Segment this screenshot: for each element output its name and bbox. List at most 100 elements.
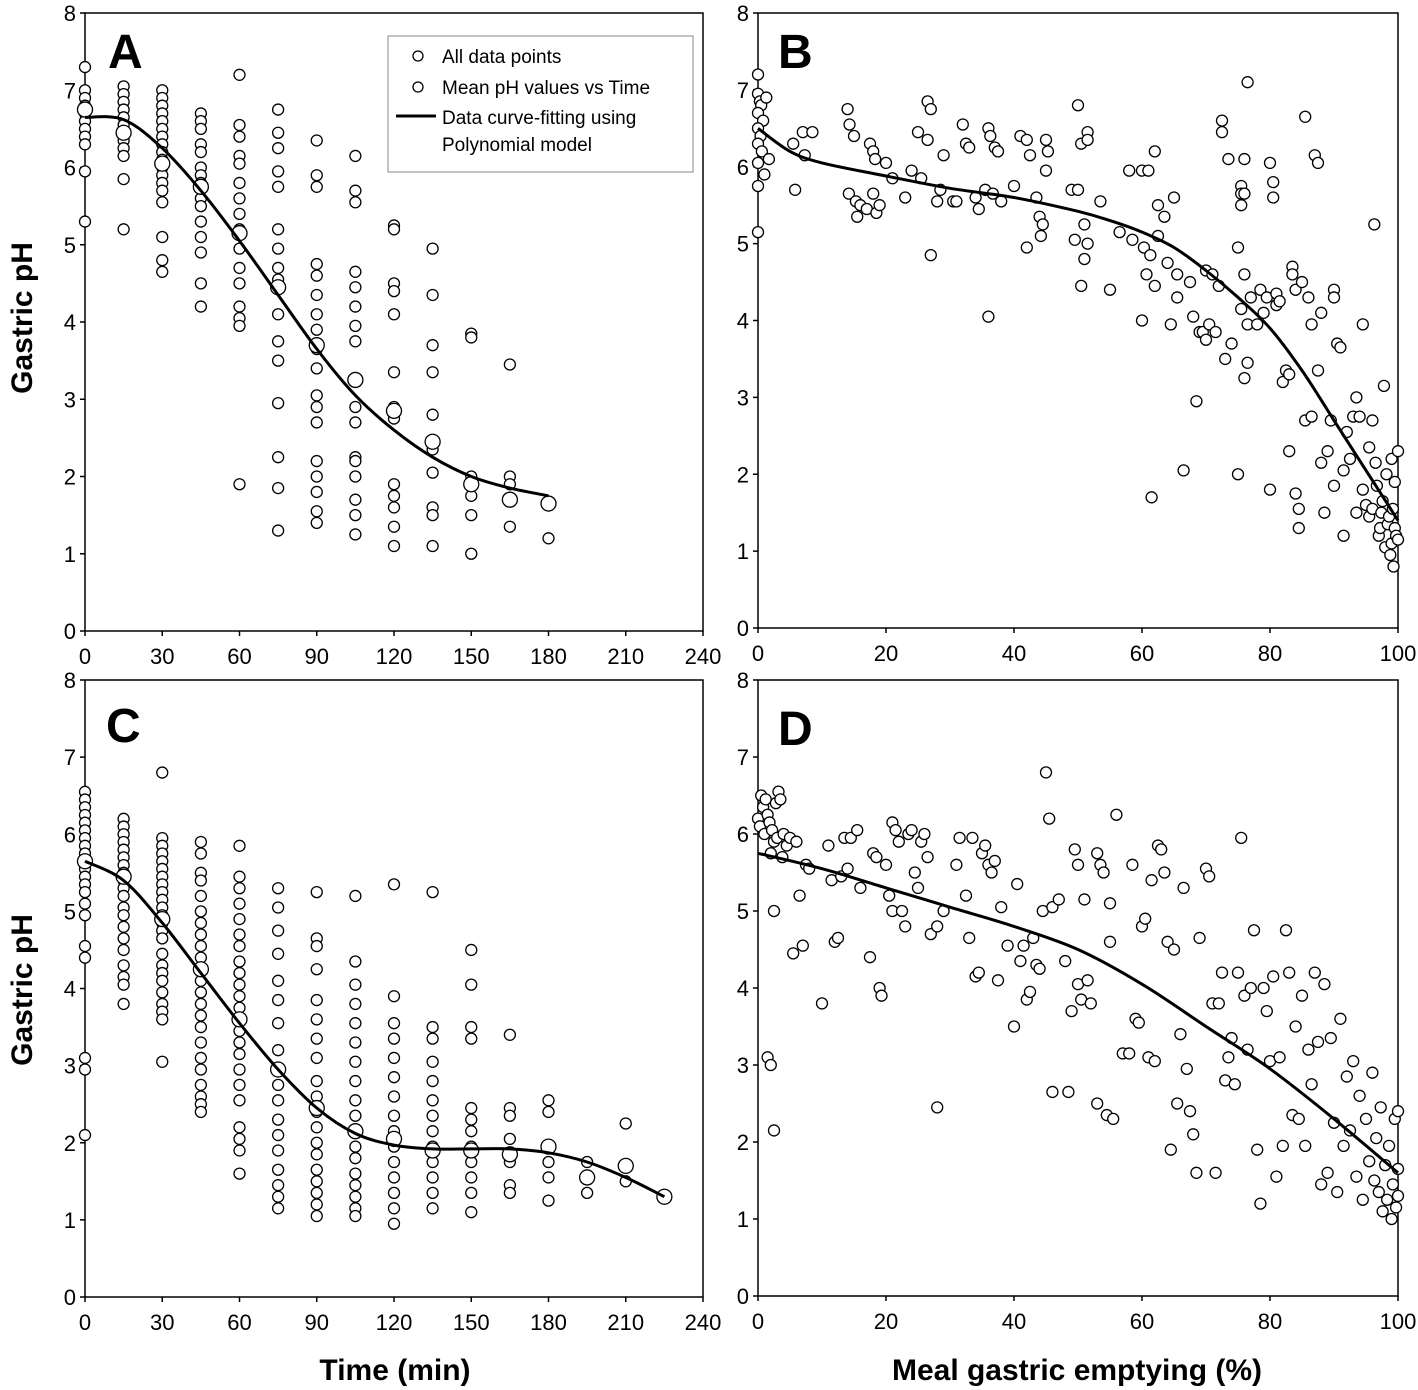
data-point [950,195,963,208]
data-point [194,199,208,213]
data-point [271,165,285,178]
data-point [233,1036,246,1049]
data-point [194,122,208,136]
data-point [822,839,835,852]
data-point [1078,252,1091,266]
data-point [1254,1197,1267,1210]
data-point [349,400,362,414]
data-point [1164,318,1177,331]
y-tick-label: 3 [64,1054,76,1079]
data-point [310,416,323,429]
data-point [767,904,781,918]
data-point [465,1186,478,1200]
data-point [1391,1105,1405,1118]
data-point [503,1186,517,1200]
data-point [1180,1062,1193,1075]
data-point [1283,966,1296,979]
data-point [271,180,285,193]
data-point [991,974,1005,987]
data-point [310,454,323,468]
data-point [78,939,92,953]
data-point [1203,870,1216,883]
data-point [1356,483,1369,496]
data-point [1343,452,1357,466]
data-point [271,901,285,914]
data-point [387,478,401,491]
data-point [1337,1139,1350,1152]
data-point [194,928,208,941]
data-point [194,215,208,228]
data-point [310,1136,323,1149]
data-point [931,1101,944,1114]
data-point [271,993,285,1007]
data-point [194,1063,208,1076]
data-point [310,485,323,499]
data-point [310,323,323,336]
data-point [1337,464,1350,477]
data-point [764,1058,777,1072]
data-point [979,839,992,852]
data-point [194,246,208,259]
data-point [1308,966,1321,979]
y-tick-label: 1 [737,539,749,564]
data-point [426,1171,439,1184]
data-point [1103,283,1117,296]
data-point [1386,1178,1400,1191]
data-point [310,389,323,402]
data-point [1231,468,1245,481]
data-point [1305,410,1318,423]
data-point [310,1032,323,1045]
data-point [908,866,921,879]
data-point [985,866,998,879]
data-point [1363,441,1376,454]
y-tick-label: 2 [64,465,76,490]
data-point [233,939,246,953]
data-point [1283,368,1296,381]
data-point [1187,310,1200,323]
data-point [895,904,909,918]
data-point [937,149,950,162]
data-point [1023,985,1037,998]
panel-letter: C [106,700,141,753]
legend-label: All data points [442,47,561,68]
data-point [1084,997,1097,1010]
mean-point [192,961,210,978]
data-point [194,889,208,903]
mean-point [192,178,210,195]
data-point [503,520,517,533]
data-point [465,1206,478,1219]
data-point [426,288,439,302]
data-point [194,145,208,159]
data-point [1241,356,1254,369]
data-point [1251,318,1264,331]
data-point [1126,233,1139,246]
data-point [271,974,285,987]
data-point [271,451,285,464]
data-point [349,528,362,541]
y-tick-label: 0 [64,619,76,644]
data-point [1302,291,1315,304]
data-point [1321,445,1334,458]
data-point [1228,1078,1241,1091]
x-tick-label: 100 [1380,641,1417,666]
y-tick-label: 5 [737,899,749,924]
data-point [1238,268,1251,281]
data-point [233,990,246,1003]
data-point [1263,156,1277,170]
y-tick-label: 4 [64,310,76,335]
data-point [1222,1051,1235,1064]
data-point [1331,1185,1344,1199]
data-point [1247,924,1261,937]
data-point [911,881,925,895]
data-point [1350,506,1363,519]
data-point [1327,479,1341,492]
data-point [751,156,765,170]
data-point [310,1074,323,1088]
data-point [271,1078,285,1092]
data-point [349,1109,362,1122]
data-point [879,156,893,170]
data-point [1279,924,1293,937]
data-point [271,1128,285,1142]
data-point [117,978,130,991]
x-tick-label: 180 [530,644,567,669]
